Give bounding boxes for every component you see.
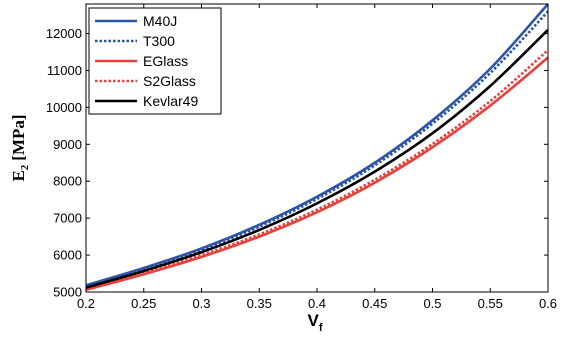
x-tick-label: 0.45 (362, 296, 387, 311)
series-line-s2glass (85, 49, 549, 291)
legend: M40J T300 EGlass S2Glass Kevlar49 (88, 7, 222, 115)
x-tick-label: 0.5 (423, 296, 441, 311)
x-tick-label: 0.25 (131, 296, 156, 311)
x-tick-label: 0.35 (247, 296, 272, 311)
y-tick-label: 5000 (53, 285, 82, 300)
x-tick-label: 0.4 (308, 296, 326, 311)
y-tick-label: 6000 (53, 248, 82, 263)
series-layer (85, 3, 549, 292)
y-tick-label: 9000 (53, 137, 82, 152)
x-tick-label: 0.3 (192, 296, 210, 311)
legend-label-kevlar49: Kevlar49 (143, 93, 198, 109)
x-axis-label-main: V (307, 311, 319, 330)
series-line-kevlar49 (85, 28, 549, 289)
x-axis-label-subscript: f (319, 322, 323, 334)
legend-label-s2glass: S2Glass (143, 73, 196, 89)
legend-label-eglass: EGlass (143, 53, 188, 69)
y-tick-label: 11000 (47, 63, 82, 78)
y-tick-label: 10000 (46, 100, 82, 115)
x-axis-label: Vf (307, 311, 322, 334)
y-axis-label-unit: [MPa] (9, 114, 28, 160)
y-axis-label-main: E (9, 170, 28, 181)
x-tick-label: 0.55 (478, 296, 503, 311)
y-tick-label: 8000 (53, 174, 82, 189)
y-axis-label: E2 [MPa] (9, 114, 31, 181)
tick-layer: 0.2 0.25 0.3 0.35 0.4 0.45 0.5 0.55 0.6 5000 6000 7… (46, 4, 557, 311)
x-tick-label: 0.6 (539, 296, 557, 311)
y-axis-label-subscript: 2 (19, 164, 31, 170)
y-tick-label: 7000 (53, 211, 82, 226)
series-line-t300 (85, 10, 549, 288)
x-tick-label: 0.2 (77, 296, 95, 311)
series-line-eglass (85, 56, 549, 292)
y-tick-label: 12000 (46, 26, 82, 41)
legend-label-t300: T300 (143, 33, 175, 49)
legend-label-m40j: M40J (143, 13, 177, 29)
